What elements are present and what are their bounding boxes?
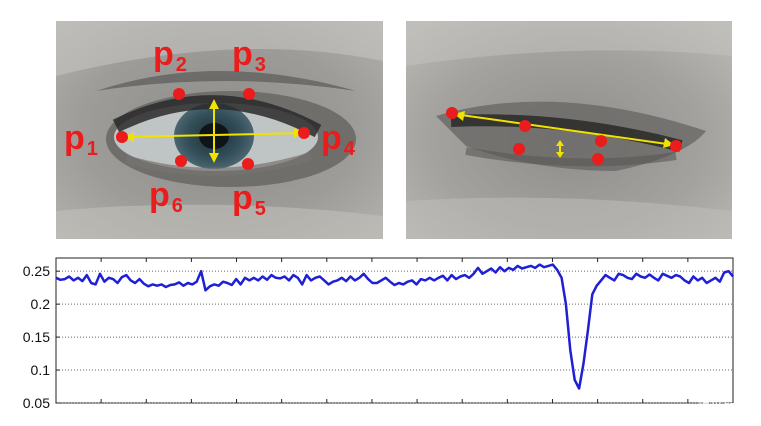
y-tick-label: 0.1	[31, 362, 51, 378]
closed-eye-panel	[406, 21, 732, 239]
landmark-point-p3	[243, 88, 255, 100]
landmark-point	[595, 135, 607, 147]
watermark-text: CSDN @视觉智能	[643, 401, 749, 416]
arrowhead-down-icon	[209, 153, 219, 163]
y-tick-label: 0.05	[23, 395, 50, 411]
chart-frame	[55, 257, 734, 404]
closed-eye-image	[406, 21, 732, 239]
y-tick-label: 0.2	[31, 296, 51, 312]
y-tick-label: 0.25	[23, 263, 50, 279]
landmark-point	[519, 120, 531, 132]
arrowhead-up-icon	[556, 140, 564, 146]
open-eye-image	[56, 21, 383, 239]
landmark-point	[592, 153, 604, 165]
landmark-point-p1	[116, 131, 128, 143]
landmark-point	[513, 143, 525, 155]
ear-line-chart: 0.25 0.2 0.15 0.1 0.05	[0, 250, 761, 415]
landmark-point-p5	[242, 158, 254, 170]
landmark-point-p2	[173, 88, 185, 100]
landmark-point	[446, 107, 458, 119]
landmark-point-p6	[175, 155, 187, 167]
landmark-point-p4	[298, 127, 310, 139]
arrowhead-left-icon	[124, 132, 134, 142]
arrowhead-up-icon	[209, 99, 219, 109]
eye-width-measure-line	[453, 113, 675, 146]
landmark-point	[670, 140, 682, 152]
chart-plot-area: 0.25 0.2 0.15 0.1 0.05	[23, 257, 734, 411]
ear-series-line	[55, 263, 734, 390]
y-tick-label: 0.15	[23, 329, 50, 345]
arrowhead-down-icon	[556, 152, 564, 158]
